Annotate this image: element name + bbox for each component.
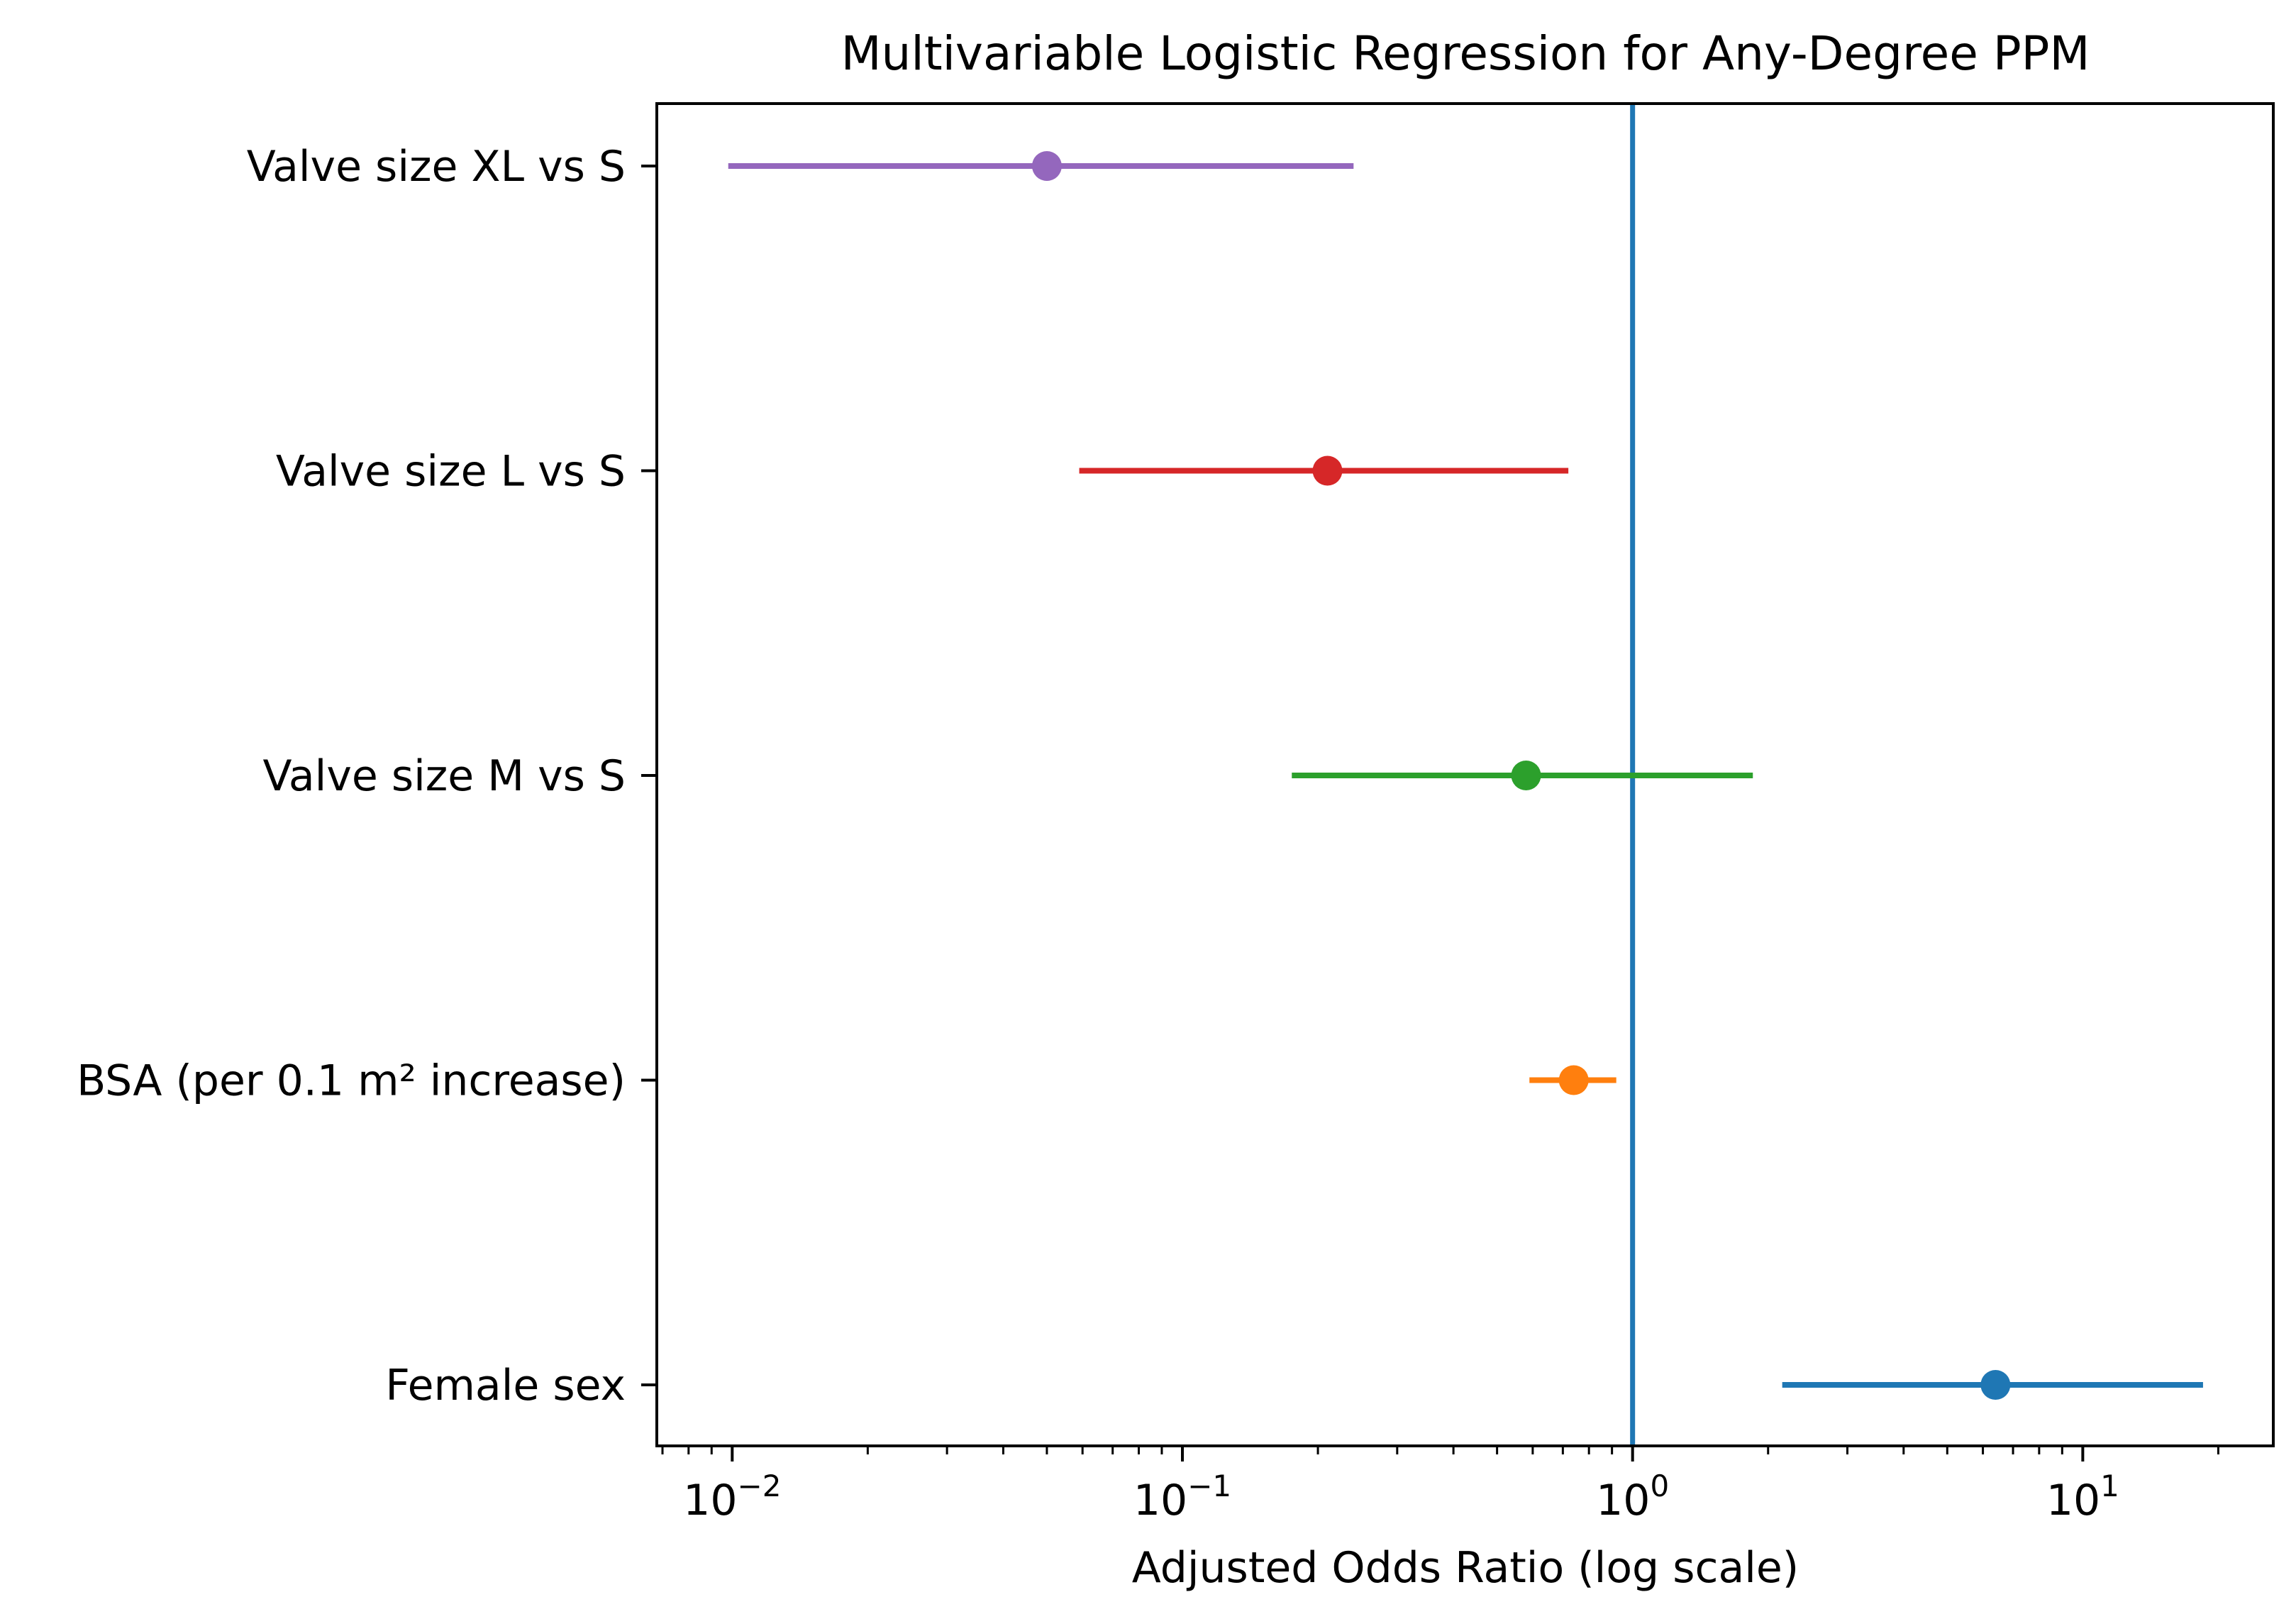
point-estimate-bsa-per-0-1-m-increase [1558, 1065, 1589, 1095]
point-estimate-female-sex [1980, 1370, 2011, 1400]
y-tick-label-bsa-per-0-1-m-increase: BSA (per 0.1 m² increase) [77, 1056, 626, 1106]
axes-layer: Valve size XL vs S Valve size L vs S Valve… [77, 142, 2219, 1525]
plot-frame [655, 102, 2275, 1447]
x-tick-label: 100 [1596, 1469, 1669, 1525]
x-tick-label: 101 [2046, 1469, 2119, 1525]
y-tick-label-female-sex: Female sex [385, 1361, 626, 1410]
point-estimate-valve-size-xl-vs-s [1031, 151, 1062, 181]
y-tick-label-valve-size-l-vs-s: Valve size L vs S [276, 447, 626, 497]
x-tick-label: 10−2 [683, 1469, 781, 1525]
y-tick-label-valve-size-m-vs-s: Valve size M vs S [263, 751, 626, 801]
x-tick-label: 10−1 [1133, 1469, 1231, 1525]
x-axis-label: Adjusted Odds Ratio (log scale) [1132, 1543, 1799, 1593]
point-estimate-valve-size-m-vs-s [1511, 761, 1541, 790]
chart-title: Multivariable Logistic Regression for An… [841, 26, 2090, 81]
series-layer [728, 151, 2203, 1400]
y-tick-label-valve-size-xl-vs-s: Valve size XL vs S [247, 142, 626, 192]
point-estimate-valve-size-l-vs-s [1312, 455, 1343, 486]
